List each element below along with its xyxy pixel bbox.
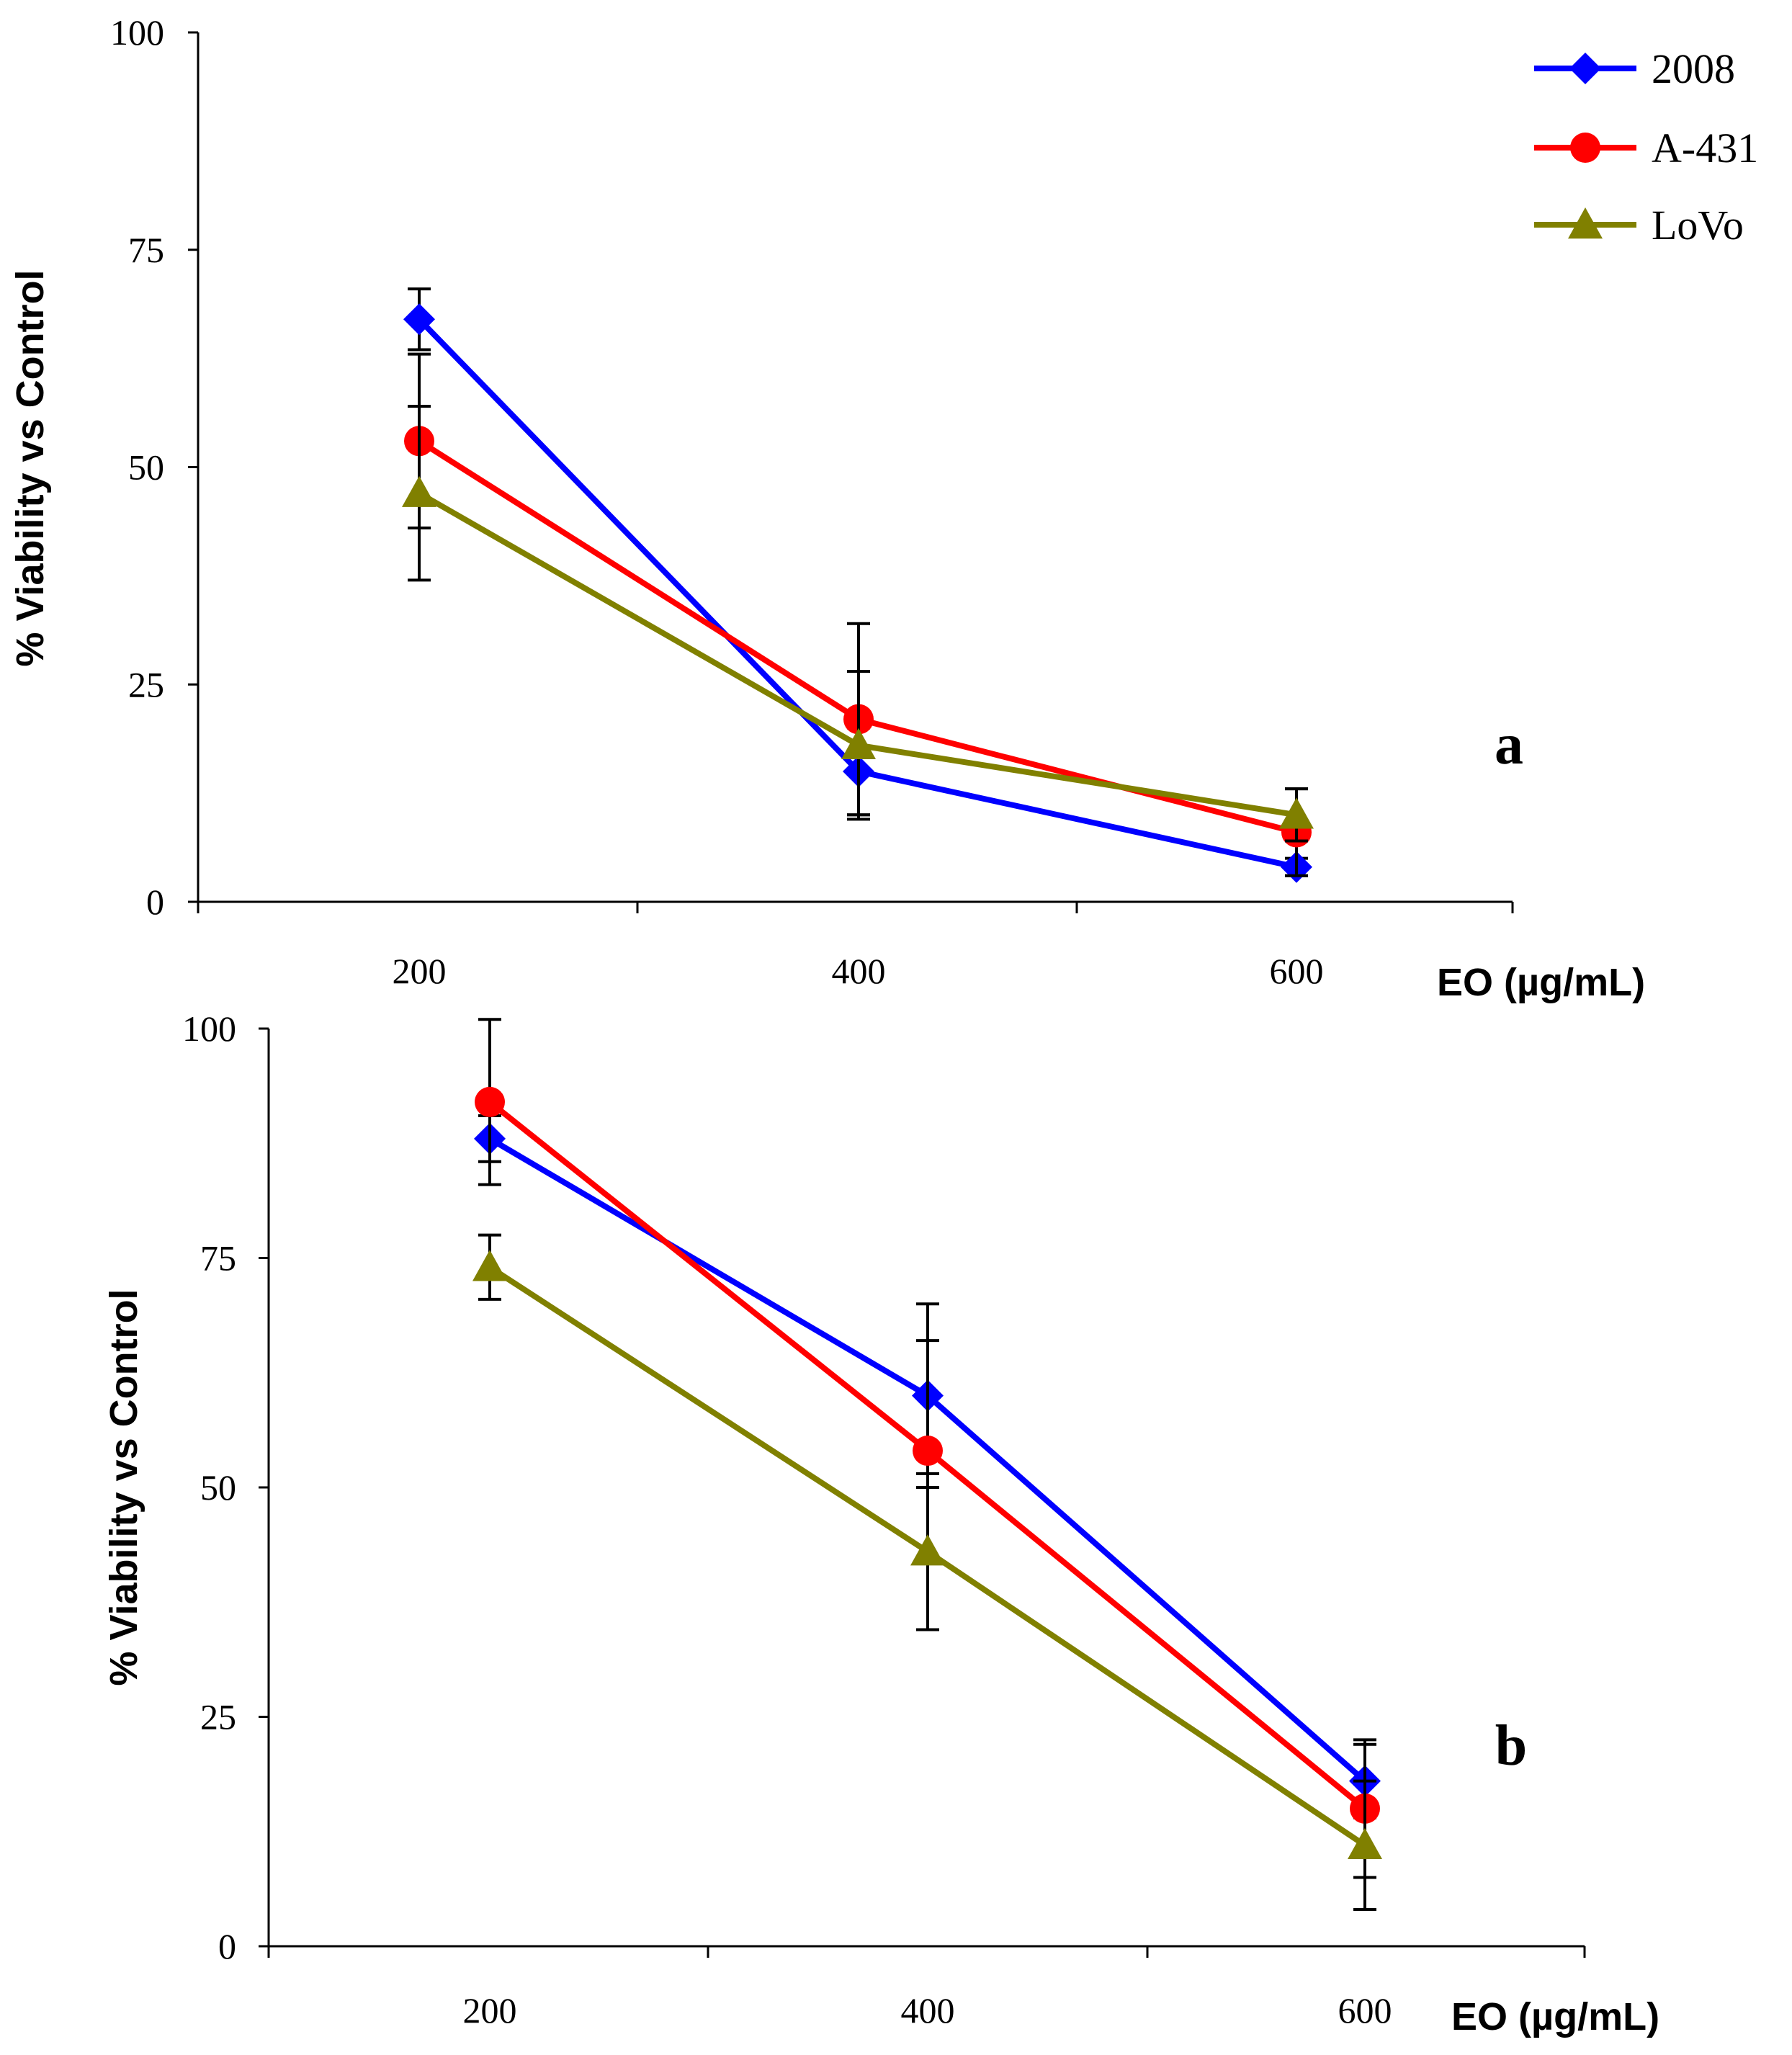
y-tick-label: 0 <box>146 882 164 922</box>
data-point <box>403 303 435 336</box>
y-tick-label: 100 <box>182 1008 236 1049</box>
legend-marker <box>1569 53 1601 84</box>
x-tick-label: 200 <box>463 1990 517 2031</box>
y-tick-label: 75 <box>128 230 164 270</box>
y-tick-label: 25 <box>200 1697 236 1737</box>
y-tick-label: 100 <box>110 12 164 53</box>
legend-marker <box>1568 207 1603 239</box>
x-tick-label: 400 <box>901 1990 955 2031</box>
y-tick-label: 75 <box>200 1238 236 1279</box>
x-tick-label: 200 <box>393 951 447 991</box>
legend-label: A-431 <box>1652 125 1758 171</box>
y-axis-title: % Viability vs Control <box>9 269 52 666</box>
data-point <box>402 475 436 507</box>
series-a-431 <box>475 1018 1380 1879</box>
x-tick-label: 600 <box>1270 951 1324 991</box>
legend-item: 2008 <box>1534 45 1735 92</box>
legend: 2008 A-431 LoVo <box>1534 45 1758 249</box>
data-point <box>910 1534 945 1566</box>
data-point <box>841 727 876 759</box>
series-lovo <box>402 405 1314 843</box>
panel-label: b <box>1495 1714 1528 1778</box>
x-tick-label: 400 <box>832 951 886 991</box>
data-point <box>913 1436 943 1467</box>
x-axis-title: EO (µg/mL) <box>1451 1995 1659 2038</box>
y-tick-label: 0 <box>218 1926 236 1966</box>
x-axis-title: EO (µg/mL) <box>1437 961 1645 1004</box>
series-lovo <box>472 1233 1382 1912</box>
y-axis-title: % Viability vs Control <box>102 1289 145 1685</box>
panel-label: a <box>1495 713 1523 776</box>
chart-panel-b: 0 25 50 75 100 200 400 600 % Viability vs Contro… <box>102 1008 1659 2038</box>
legend-item: A-431 <box>1534 125 1758 171</box>
chart-panel-a: 0 25 50 75 100 200 400 600 % Viability vs Contro… <box>9 12 1645 1004</box>
x-tick-label: 600 <box>1338 1990 1392 2031</box>
y-tick-label: 25 <box>128 664 164 704</box>
legend-label: 2008 <box>1652 45 1735 92</box>
legend-label: LoVo <box>1652 202 1744 249</box>
y-tick-label: 50 <box>128 447 164 488</box>
y-tick-label: 50 <box>200 1467 236 1508</box>
legend-marker <box>1570 133 1600 163</box>
data-point <box>475 1086 505 1117</box>
data-point <box>1279 797 1314 829</box>
data-point <box>1348 1827 1382 1860</box>
legend-item: LoVo <box>1534 202 1744 249</box>
data-point <box>472 1250 507 1281</box>
